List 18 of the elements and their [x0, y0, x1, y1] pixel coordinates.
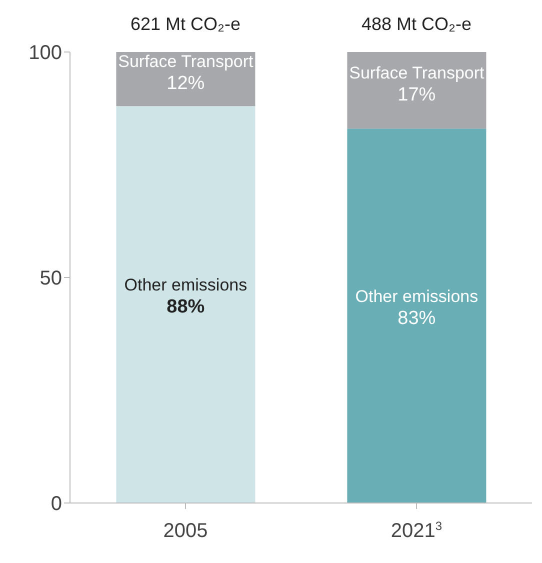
data-label: 12% [166, 73, 205, 94]
data-label: 83% [398, 308, 436, 329]
y-tick-label: 100 [28, 42, 62, 64]
bar [347, 52, 486, 129]
y-tick-label: 50 [40, 268, 62, 290]
y-tick-label: 0 [50, 493, 62, 516]
x-tick-label: 2021$^{3}$ [390, 518, 442, 542]
annotation: 621 Mt CO₂-e [130, 14, 241, 34]
series-label: Surface Transport [118, 52, 254, 72]
series-label: Other emissions [124, 276, 248, 295]
text: Other emissions [355, 286, 478, 306]
data-label: 88% [166, 296, 205, 318]
bar [347, 128, 486, 503]
text: Surface Transport [349, 63, 484, 82]
x-tick-label: 2005 [163, 520, 208, 542]
annotation: 488 Mt CO₂-e [361, 14, 472, 34]
bar [116, 106, 256, 503]
data-label: 17% [398, 84, 436, 106]
